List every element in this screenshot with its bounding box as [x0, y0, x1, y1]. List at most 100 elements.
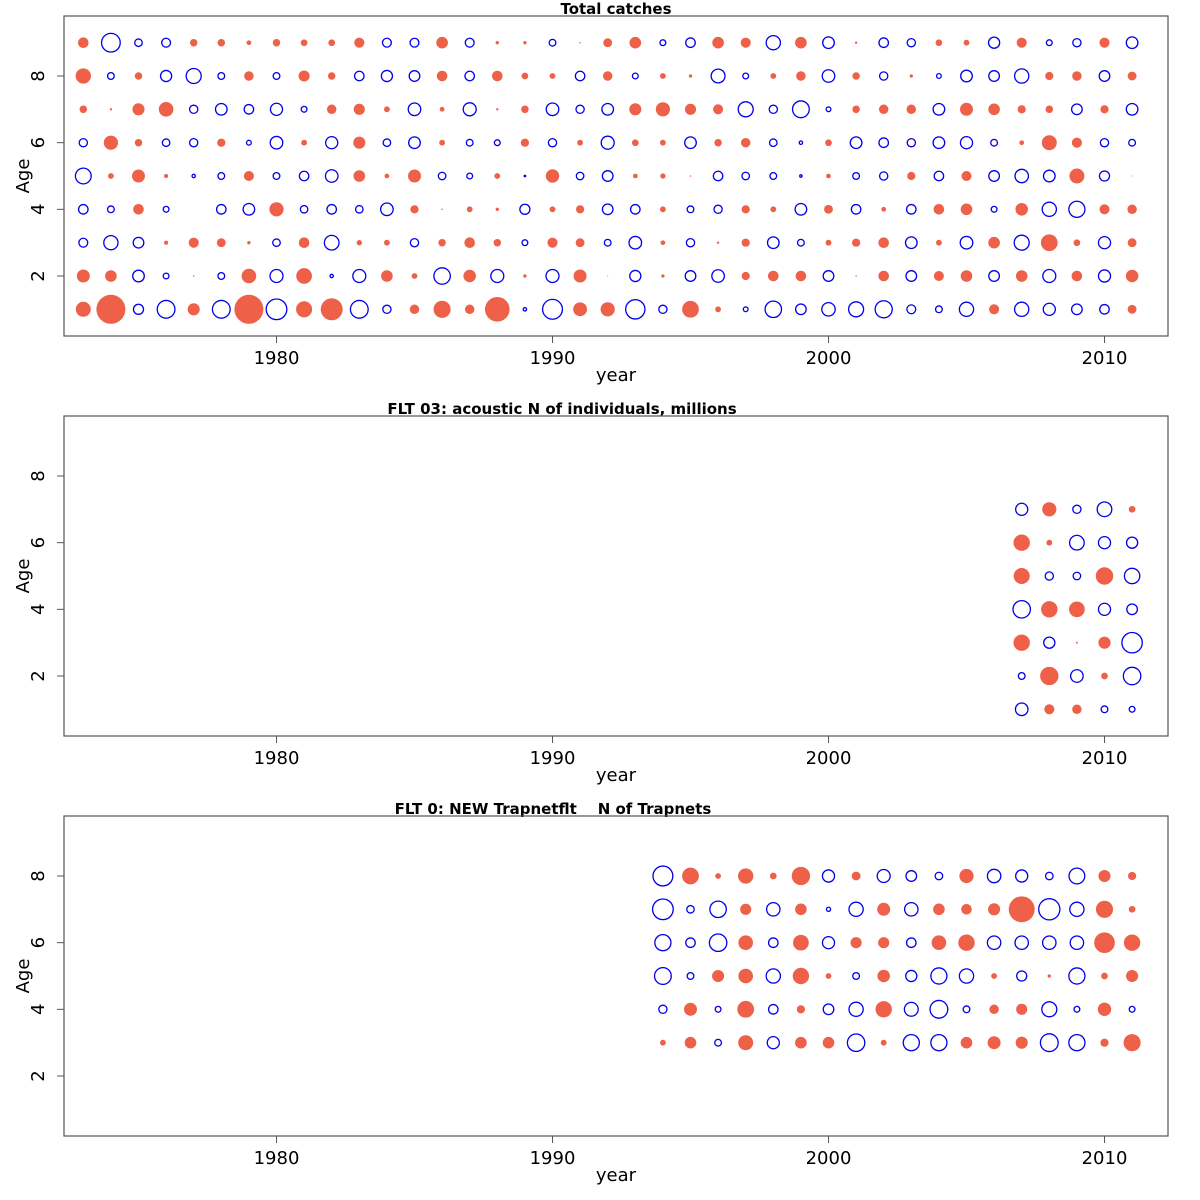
- bubble-negative: [652, 865, 674, 887]
- bubble-positive: [439, 106, 445, 112]
- bubble-negative: [379, 202, 394, 217]
- bubble-positive: [1128, 905, 1136, 913]
- bubble-negative: [821, 301, 836, 317]
- bubble-positive: [877, 969, 890, 983]
- bubble-positive: [936, 239, 942, 246]
- bubble-positive: [682, 867, 699, 885]
- bubble-negative: [903, 1001, 919, 1017]
- bubble-positive: [881, 206, 887, 212]
- bubble-positive: [960, 102, 973, 116]
- bubble-negative: [272, 72, 281, 81]
- x-tick-label: 1990: [530, 1148, 576, 1169]
- bubble-negative: [686, 205, 695, 214]
- bubble-negative: [78, 237, 89, 248]
- bubble-negative: [78, 137, 89, 148]
- bubble-negative: [1100, 705, 1109, 714]
- bubble-negative: [825, 906, 832, 912]
- bubble-positive: [353, 170, 366, 182]
- bubble-positive: [988, 236, 1000, 249]
- bubble-negative: [798, 140, 804, 146]
- bubble-negative: [159, 69, 173, 83]
- bubble-positive: [464, 304, 475, 315]
- panel-trapnet: FLT 0: NEW Trapnetflt N of Trapnets year…: [13, 800, 1169, 1186]
- bubble-positive: [495, 41, 499, 45]
- bubble-positive: [660, 206, 666, 213]
- bubble-positive: [384, 173, 390, 179]
- bubble-positive: [158, 101, 174, 117]
- bubble-negative: [191, 173, 197, 179]
- bubble-positive: [243, 170, 254, 182]
- bubble-positive: [933, 204, 945, 215]
- bubble-positive: [132, 169, 145, 183]
- bubble-negative: [1039, 1033, 1059, 1053]
- bubble-negative: [1016, 970, 1028, 982]
- bubble-negative: [353, 70, 365, 82]
- bubble-negative: [962, 1005, 971, 1014]
- bubble-positive: [1127, 304, 1137, 314]
- bubble-positive: [632, 173, 638, 179]
- bubble-negative: [408, 70, 421, 82]
- bubble-negative: [769, 171, 778, 180]
- bubble-positive: [410, 205, 419, 214]
- bubble-positive: [217, 38, 226, 47]
- y-tick-label: 4: [28, 1004, 49, 1015]
- bubble-negative: [1128, 138, 1137, 147]
- bubble-negative: [382, 138, 392, 148]
- bubble-negative: [134, 38, 143, 48]
- bubble-negative: [878, 171, 889, 181]
- bubble-positive: [1127, 71, 1137, 81]
- bubble-positive: [1100, 1038, 1109, 1047]
- bubble-positive: [164, 240, 169, 245]
- bubble-positive: [906, 104, 917, 115]
- bubble-negative: [217, 271, 226, 280]
- bubble-negative: [272, 238, 281, 248]
- bubble-positive: [1069, 168, 1085, 184]
- bubble-negative: [684, 136, 697, 150]
- bubble-positive: [822, 1036, 835, 1049]
- bubble-positive: [1019, 140, 1025, 146]
- bubble-negative: [1099, 137, 1110, 148]
- bubble-positive: [909, 74, 913, 78]
- bubble-positive: [246, 40, 252, 46]
- bubble-negative: [437, 171, 447, 181]
- bubble-positive: [960, 270, 973, 282]
- bubble-negative: [905, 969, 918, 983]
- bubble-positive: [854, 41, 858, 44]
- bubble-positive: [1127, 204, 1137, 215]
- bubble-negative: [713, 204, 723, 215]
- bubble-negative: [162, 272, 170, 280]
- bubble-negative: [794, 303, 807, 316]
- bubble-negative: [74, 167, 92, 185]
- bubble-negative: [522, 306, 528, 312]
- bubble-positive: [109, 108, 113, 111]
- bubble-negative: [1015, 869, 1029, 883]
- bubble-positive: [463, 269, 476, 283]
- bubble-positive: [217, 138, 226, 147]
- bubble-negative: [742, 306, 749, 313]
- bubble-negative: [1044, 571, 1055, 581]
- x-tick-label: 1980: [254, 1148, 300, 1169]
- bubble-negative: [329, 273, 335, 279]
- bubble-negative: [1041, 1001, 1058, 1018]
- bubble-positive: [326, 104, 337, 115]
- bubble-positive: [738, 1035, 754, 1051]
- bubble-positive: [381, 270, 393, 282]
- bubble-positive: [1098, 636, 1111, 649]
- bubble-positive: [492, 70, 503, 82]
- bubble-negative: [988, 70, 1001, 82]
- bubble-negative: [905, 937, 917, 949]
- bubble-negative: [1015, 502, 1029, 516]
- bubble-positive: [134, 138, 143, 147]
- bubble-negative: [601, 203, 614, 216]
- bubble-negative: [821, 869, 836, 883]
- bubble-positive: [660, 173, 666, 179]
- bubble-negative: [100, 32, 121, 53]
- bubble-negative: [103, 234, 119, 251]
- y-tick-label: 6: [28, 137, 49, 148]
- y-tick-label: 8: [28, 70, 49, 81]
- bubble-negative: [1014, 702, 1029, 717]
- bubble-negative: [737, 101, 754, 118]
- bubble-negative: [601, 170, 614, 182]
- bubble-positive: [826, 173, 831, 179]
- bubble-negative: [766, 1036, 780, 1050]
